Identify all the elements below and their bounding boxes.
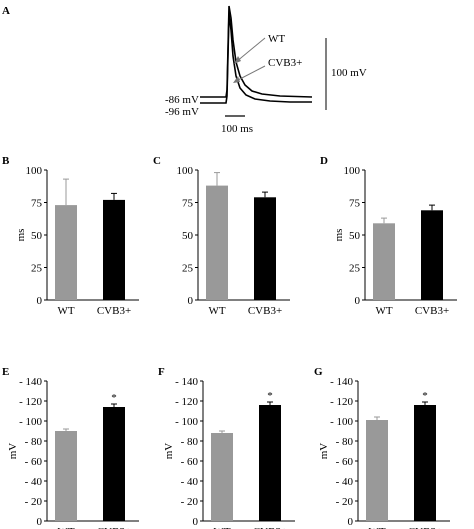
category-label: CVB3+ xyxy=(248,305,282,317)
y-tick-label: 75 xyxy=(349,198,361,210)
panel-e-label: E xyxy=(2,366,9,378)
y-tick-label: 25 xyxy=(31,263,43,275)
panel-a: A WT CVB3+ -86 mV -96 mV 100 mV 100 ms xyxy=(2,5,367,135)
category-label: CVB3+ xyxy=(408,526,442,529)
y-axis-label: mV xyxy=(163,443,175,460)
panel-f: F 0 - 20 - 40 - 60 - 80 - 100 - 120 - 140 mV WT CVB… xyxy=(158,366,295,529)
bar-wt xyxy=(366,420,388,521)
bar-cvb3 xyxy=(103,407,125,521)
y-tick-label: - 40 xyxy=(25,476,43,488)
cvb3-arrow xyxy=(235,65,266,82)
y-tick-label: 100 xyxy=(344,165,361,177)
y-tick-label: 75 xyxy=(182,198,194,210)
panel-e: E 0 - 20 - 40 - 60 - 80 - 100 - 120 - 140 mV WT CVB… xyxy=(2,366,139,529)
y-tick-label: - 140 xyxy=(175,376,198,388)
y-tick-label: 25 xyxy=(349,263,361,275)
category-label: WT xyxy=(57,305,74,317)
y-tick-label: - 120 xyxy=(330,396,353,408)
significance-marker: * xyxy=(267,390,273,402)
y-tick-label: - 80 xyxy=(25,436,43,448)
y-tick-label: - 40 xyxy=(181,476,199,488)
bar-cvb3 xyxy=(103,199,125,300)
panel-b-label: B xyxy=(2,155,10,167)
y-axis-label: ms xyxy=(15,229,27,242)
panel-f-label: F xyxy=(158,366,165,378)
category-label: CVB3+ xyxy=(97,526,131,529)
y-tick-label: - 60 xyxy=(336,456,354,468)
y-tick-label: - 20 xyxy=(25,496,43,508)
cvb3-trace-label: CVB3+ xyxy=(268,57,302,69)
panel-g: G 0 - 20 - 40 - 60 - 80 - 100 - 120 - 140 mV WT CVB… xyxy=(314,366,450,529)
y-tick-label: 0 xyxy=(348,516,354,528)
cvb3-trace xyxy=(200,13,312,104)
y-tick-label: - 140 xyxy=(330,376,353,388)
panel-d: D 0 25 50 75 100 ms WT CVB3+ xyxy=(320,155,457,317)
voltage-scale-label: 100 mV xyxy=(331,67,367,79)
y-tick-label: 50 xyxy=(182,230,194,242)
category-label: CVB3+ xyxy=(253,526,287,529)
cvb3-arrow-head xyxy=(233,76,240,83)
y-tick-label: - 60 xyxy=(25,456,43,468)
bar-wt xyxy=(211,433,233,521)
resting-cvb3-label: -96 mV xyxy=(165,106,199,118)
y-tick-label: 100 xyxy=(26,165,43,177)
y-tick-label: - 20 xyxy=(181,496,199,508)
y-tick-label: 0 xyxy=(37,295,43,307)
bar-wt xyxy=(55,205,77,300)
wt-trace-label: WT xyxy=(268,33,285,45)
significance-marker: * xyxy=(422,390,428,402)
y-tick-label: 0 xyxy=(37,516,43,528)
panel-c-label: C xyxy=(153,155,161,167)
bar-cvb3 xyxy=(254,197,276,300)
category-label: WT xyxy=(208,305,225,317)
panel-c: C 0 25 50 75 100 WT CVB3+ xyxy=(153,155,290,317)
y-tick-label: 50 xyxy=(349,230,361,242)
y-tick-label: 0 xyxy=(188,295,194,307)
category-label: WT xyxy=(375,305,392,317)
wt-arrow xyxy=(235,37,266,63)
panel-b: B 0 25 50 75 100 ms WT CVB3+ xyxy=(2,155,139,317)
y-tick-label: - 80 xyxy=(181,436,199,448)
bar-wt xyxy=(206,185,228,300)
y-tick-label: - 20 xyxy=(336,496,354,508)
bar-wt xyxy=(373,223,395,300)
y-tick-label: 75 xyxy=(31,198,43,210)
wt-arrow-head xyxy=(234,56,241,64)
y-tick-label: - 140 xyxy=(19,376,42,388)
panel-d-label: D xyxy=(320,155,328,167)
y-tick-label: - 40 xyxy=(336,476,354,488)
y-tick-label: 25 xyxy=(182,263,194,275)
category-label: WT xyxy=(57,526,74,529)
y-tick-label: - 60 xyxy=(181,456,199,468)
y-tick-label: - 120 xyxy=(19,396,42,408)
category-label: CVB3+ xyxy=(415,305,449,317)
panel-g-label: G xyxy=(314,366,323,378)
y-tick-label: - 100 xyxy=(330,416,353,428)
y-tick-label: 0 xyxy=(193,516,199,528)
bar-cvb3 xyxy=(259,405,281,521)
category-label: WT xyxy=(213,526,230,529)
y-tick-label: - 120 xyxy=(175,396,198,408)
panel-a-label: A xyxy=(2,5,10,17)
y-tick-label: 0 xyxy=(355,295,361,307)
bar-cvb3 xyxy=(421,210,443,300)
y-tick-label: - 100 xyxy=(19,416,42,428)
wt-trace xyxy=(200,5,313,98)
y-axis-label: mV xyxy=(318,443,330,460)
category-label: CVB3+ xyxy=(97,305,131,317)
y-axis-label: ms xyxy=(333,229,345,242)
y-tick-label: - 100 xyxy=(175,416,198,428)
y-tick-label: 50 xyxy=(31,230,43,242)
category-label: WT xyxy=(368,526,385,529)
y-axis-label: mV xyxy=(7,443,19,460)
bar-cvb3 xyxy=(414,405,436,521)
resting-wt-label: -86 mV xyxy=(165,94,199,106)
time-scale-label: 100 ms xyxy=(221,123,253,135)
y-tick-label: - 80 xyxy=(336,436,354,448)
y-tick-label: 100 xyxy=(177,165,194,177)
bar-wt xyxy=(55,431,77,521)
significance-marker: * xyxy=(111,392,117,404)
